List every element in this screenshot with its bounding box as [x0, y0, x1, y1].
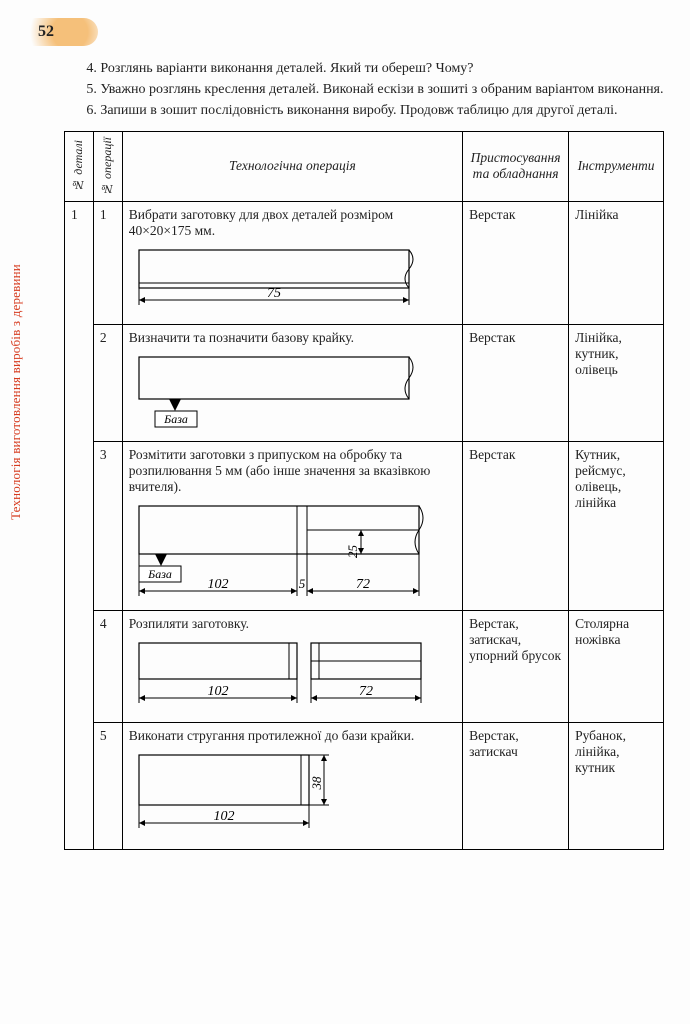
- cell-fixtures: Верстак: [463, 441, 569, 610]
- svg-text:5: 5: [299, 576, 306, 591]
- cell-op-no: 4: [93, 610, 122, 722]
- svg-text:25: 25: [345, 544, 360, 558]
- cell-operation: Вибрати заготовку для двох деталей розмі…: [122, 201, 462, 324]
- cell-tools: Лінійка, кутник, олівець: [569, 324, 664, 441]
- col-fixtures: Пристосування та обладнання: [463, 131, 569, 201]
- paragraph-6: 6. Запиши в зошит послідовність виконанн…: [64, 102, 664, 121]
- cell-tools: Лінійка: [569, 201, 664, 324]
- cell-operation: Розпиляти заготовку.: [122, 610, 462, 722]
- cell-operation: Визначити та позначити базову крайку. Ба…: [122, 324, 462, 441]
- table-row: 4 Розпиляти заготовку.: [65, 610, 664, 722]
- page-content: 4. Розглянь варіанти виконання деталей. …: [64, 60, 664, 850]
- cell-tools: Столярна ножівка: [569, 610, 664, 722]
- paragraph-5: 5. Уважно розглянь креслення деталей. Ви…: [64, 81, 664, 100]
- svg-text:База: База: [147, 567, 172, 581]
- cell-operation: Розмітити заготовки з припуском на оброб…: [122, 441, 462, 610]
- cell-fixtures: Верстак, затискач: [463, 722, 569, 849]
- diagram-3: 25 База 102: [129, 501, 456, 605]
- op-text: Вибрати заготовку для двох деталей розмі…: [129, 207, 393, 238]
- cell-operation: Виконати стругання протилежної до бази к…: [122, 722, 462, 849]
- op-text: Розпиляти заготовку.: [129, 616, 249, 631]
- op-text: Визначити та позначити базову крайку.: [129, 330, 354, 345]
- cell-op-no: 2: [93, 324, 122, 441]
- table-row: 2 Визначити та позначити базову крайку. …: [65, 324, 664, 441]
- table-row: 1 1 Вибрати заготовку для двох деталей р…: [65, 201, 664, 324]
- col-operation: Технологічна операція: [122, 131, 462, 201]
- cell-fixtures: Верстак: [463, 324, 569, 441]
- svg-text:102: 102: [207, 577, 228, 592]
- diagram-2: База: [129, 352, 456, 436]
- cell-op-no: 3: [93, 441, 122, 610]
- op-text: Виконати стругання протилежної до бази к…: [129, 728, 414, 743]
- svg-text:База: База: [163, 412, 188, 426]
- svg-text:72: 72: [356, 577, 370, 592]
- page-number: 52: [28, 18, 98, 46]
- op-text: Розмітити заготовки з припуском на оброб…: [129, 447, 431, 494]
- table-row: 5 Виконати стругання протилежної до бази…: [65, 722, 664, 849]
- diagram-4: 102 72: [129, 638, 456, 717]
- svg-text:72: 72: [359, 684, 373, 699]
- table-row: 3 Розмітити заготовки з припуском на обр…: [65, 441, 664, 610]
- svg-text:75: 75: [267, 286, 281, 301]
- side-section-label: Технологія виготовлення виробів з дереви…: [8, 264, 24, 520]
- cell-op-no: 1: [93, 201, 122, 324]
- cell-op-no: 5: [93, 722, 122, 849]
- paragraph-4: 4. Розглянь варіанти виконання деталей. …: [64, 60, 664, 79]
- svg-text:38: 38: [309, 776, 324, 791]
- operations-table: № деталі № операції Технологічна операці…: [64, 131, 664, 850]
- svg-text:102: 102: [207, 684, 228, 699]
- diagram-1: 75: [129, 245, 456, 319]
- col-tools: Інструменти: [569, 131, 664, 201]
- col-op-no: № операції: [93, 131, 122, 201]
- cell-tools: Рубанок, лінійка, кутник: [569, 722, 664, 849]
- cell-fixtures: Верстак, затискач, упорний брусок: [463, 610, 569, 722]
- cell-tools: Кутник, рейсмус, олівець, лінійка: [569, 441, 664, 610]
- diagram-5: 38 102: [129, 750, 456, 844]
- cell-fixtures: Верстак: [463, 201, 569, 324]
- col-detail-no: № деталі: [65, 131, 94, 201]
- cell-detail-no: 1: [65, 201, 94, 849]
- svg-text:102: 102: [213, 809, 234, 824]
